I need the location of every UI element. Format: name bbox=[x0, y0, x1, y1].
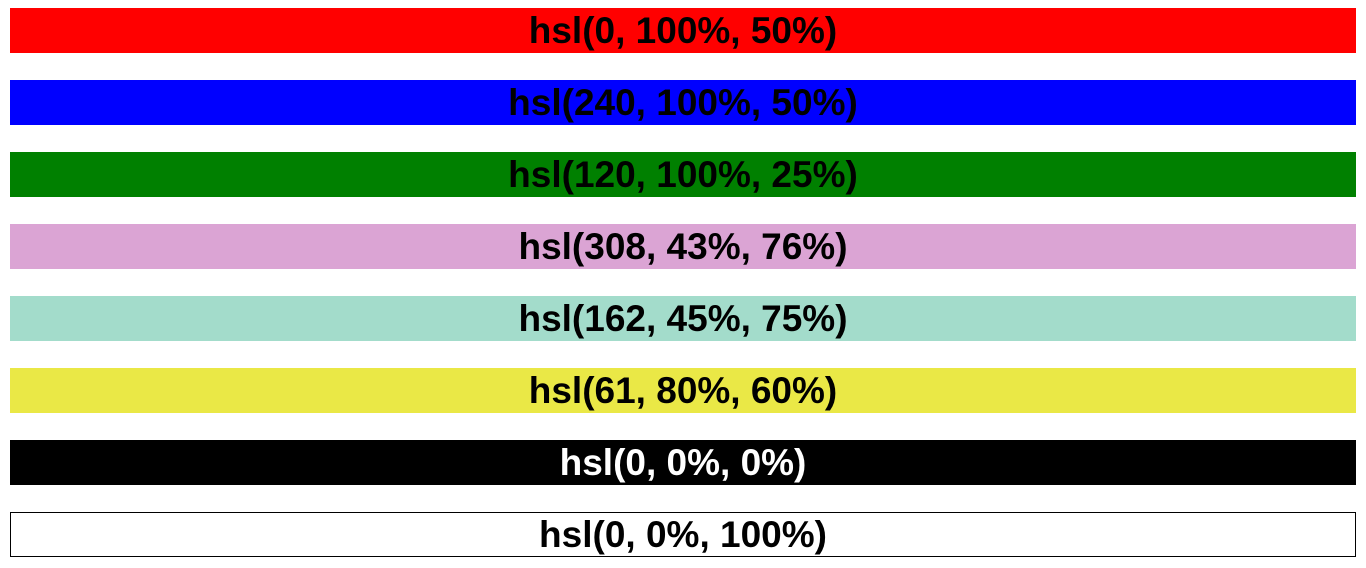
swatch-black: hsl(0, 0%, 0%) bbox=[10, 440, 1356, 485]
swatch-white: hsl(0, 0%, 100%) bbox=[10, 512, 1356, 557]
swatch-green: hsl(120, 100%, 25%) bbox=[10, 152, 1356, 197]
swatch-blue: hsl(240, 100%, 50%) bbox=[10, 80, 1356, 125]
swatch-red: hsl(0, 100%, 50%) bbox=[10, 8, 1356, 53]
swatch-plum: hsl(308, 43%, 76%) bbox=[10, 224, 1356, 269]
swatch-yellow: hsl(61, 80%, 60%) bbox=[10, 368, 1356, 413]
swatch-aquamarine: hsl(162, 45%, 75%) bbox=[10, 296, 1356, 341]
color-swatch-list: hsl(0, 100%, 50%) hsl(240, 100%, 50%) hs… bbox=[10, 8, 1356, 557]
